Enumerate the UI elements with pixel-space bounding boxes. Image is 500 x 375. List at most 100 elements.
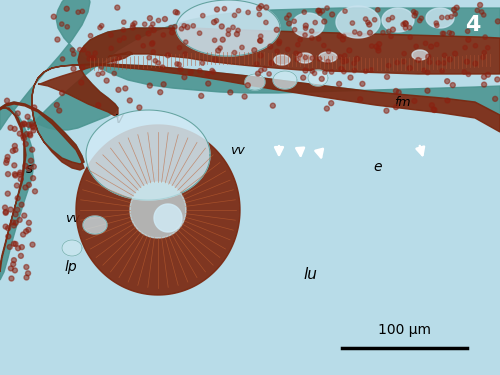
Polygon shape	[0, 106, 34, 280]
Circle shape	[258, 68, 263, 73]
Circle shape	[14, 220, 18, 225]
Circle shape	[364, 69, 368, 74]
Circle shape	[267, 72, 272, 76]
Polygon shape	[292, 13, 324, 37]
Circle shape	[17, 217, 22, 222]
Circle shape	[246, 83, 250, 88]
Circle shape	[12, 126, 17, 131]
Polygon shape	[28, 8, 500, 130]
Circle shape	[153, 58, 158, 63]
Circle shape	[148, 83, 152, 88]
Circle shape	[442, 32, 446, 36]
Polygon shape	[0, 64, 500, 170]
Text: ss: ss	[178, 20, 190, 33]
Circle shape	[444, 79, 450, 84]
Circle shape	[408, 26, 412, 30]
Circle shape	[428, 60, 432, 64]
Circle shape	[136, 35, 140, 40]
Circle shape	[434, 23, 439, 27]
Circle shape	[130, 25, 136, 30]
Circle shape	[277, 41, 281, 46]
Circle shape	[418, 18, 422, 23]
Circle shape	[358, 97, 362, 102]
Circle shape	[426, 54, 431, 59]
Circle shape	[161, 82, 166, 87]
Circle shape	[26, 220, 32, 225]
Circle shape	[256, 71, 260, 76]
Circle shape	[257, 12, 262, 17]
Circle shape	[352, 61, 356, 66]
Circle shape	[28, 133, 32, 138]
Circle shape	[4, 209, 8, 214]
Circle shape	[317, 9, 322, 13]
Circle shape	[408, 35, 412, 39]
Circle shape	[80, 9, 84, 14]
Circle shape	[442, 61, 446, 65]
Circle shape	[395, 60, 400, 65]
Circle shape	[431, 107, 436, 112]
Circle shape	[3, 210, 8, 215]
Circle shape	[15, 196, 20, 201]
Circle shape	[226, 28, 231, 32]
Circle shape	[440, 69, 444, 73]
Circle shape	[56, 108, 62, 113]
Circle shape	[466, 37, 471, 42]
Circle shape	[495, 77, 500, 82]
Circle shape	[148, 16, 152, 21]
Circle shape	[15, 207, 20, 212]
Circle shape	[214, 7, 220, 12]
Circle shape	[303, 33, 307, 37]
Circle shape	[151, 28, 156, 33]
Circle shape	[450, 32, 454, 36]
Circle shape	[162, 16, 168, 21]
Circle shape	[274, 27, 280, 32]
Circle shape	[12, 143, 18, 148]
Circle shape	[200, 13, 205, 18]
Circle shape	[99, 65, 103, 69]
Circle shape	[12, 241, 16, 246]
Circle shape	[328, 100, 334, 106]
Circle shape	[432, 108, 437, 112]
Circle shape	[302, 10, 306, 14]
Circle shape	[454, 5, 459, 10]
Circle shape	[486, 72, 490, 77]
Circle shape	[376, 42, 382, 46]
Circle shape	[70, 48, 74, 52]
Circle shape	[128, 98, 132, 103]
Circle shape	[30, 125, 36, 130]
Circle shape	[369, 68, 374, 72]
Circle shape	[198, 69, 202, 73]
Circle shape	[25, 114, 30, 119]
Circle shape	[325, 6, 330, 10]
Circle shape	[21, 134, 26, 139]
Circle shape	[292, 19, 296, 24]
Circle shape	[338, 55, 342, 59]
Circle shape	[350, 21, 354, 25]
Circle shape	[414, 44, 418, 48]
Circle shape	[402, 51, 406, 56]
Circle shape	[337, 34, 342, 38]
Circle shape	[10, 262, 16, 267]
Circle shape	[372, 18, 377, 22]
Circle shape	[412, 99, 417, 104]
Circle shape	[296, 42, 300, 47]
Circle shape	[76, 10, 80, 14]
Circle shape	[22, 121, 26, 126]
Polygon shape	[176, 0, 280, 56]
Circle shape	[24, 275, 29, 280]
Circle shape	[18, 254, 24, 258]
Circle shape	[20, 122, 25, 127]
Circle shape	[304, 56, 308, 60]
Circle shape	[100, 24, 104, 28]
Circle shape	[310, 69, 314, 74]
Circle shape	[376, 8, 380, 12]
Circle shape	[416, 57, 421, 63]
Circle shape	[8, 207, 13, 212]
Circle shape	[161, 33, 166, 37]
Circle shape	[412, 9, 416, 14]
Circle shape	[295, 57, 300, 62]
Circle shape	[463, 45, 468, 50]
Text: vv: vv	[65, 212, 80, 225]
Circle shape	[12, 172, 18, 177]
Circle shape	[322, 19, 327, 24]
